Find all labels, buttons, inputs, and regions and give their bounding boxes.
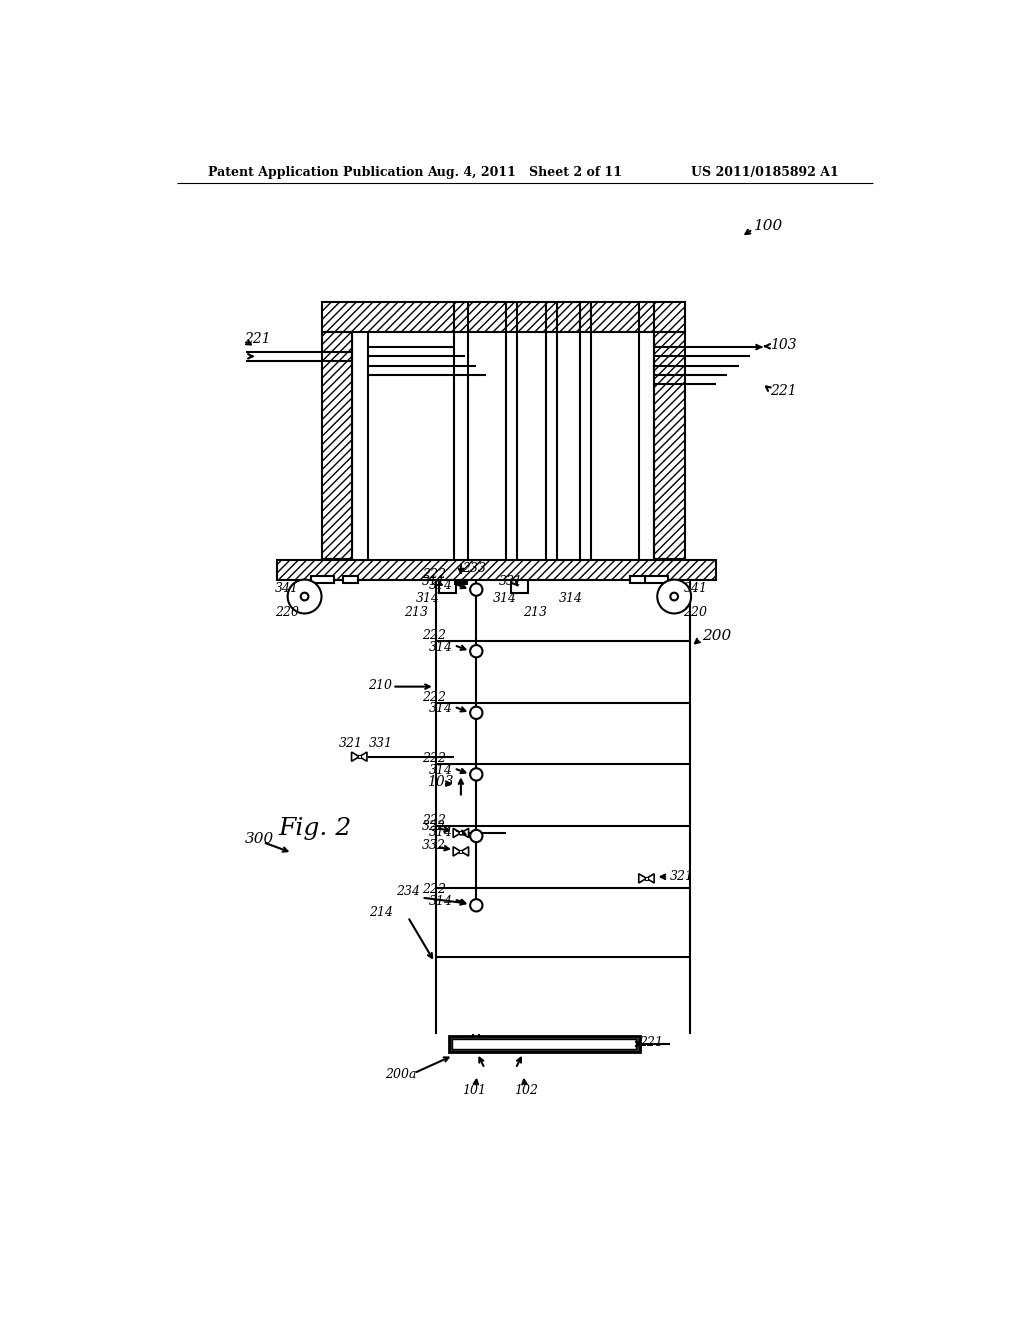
Bar	[449, 1036, 640, 1052]
Text: 222: 222	[422, 752, 445, 766]
Text: 103: 103	[770, 338, 797, 351]
Circle shape	[470, 830, 482, 842]
Text: 222: 222	[422, 690, 445, 704]
Text: 332: 332	[422, 838, 445, 851]
Text: 101: 101	[462, 1084, 485, 1097]
Polygon shape	[639, 874, 646, 883]
Text: 103: 103	[427, 775, 454, 789]
Polygon shape	[454, 847, 461, 857]
Text: 220: 220	[683, 606, 708, 619]
Text: 102: 102	[514, 1084, 538, 1097]
Text: 234: 234	[396, 884, 420, 898]
Bar	[452, 1039, 637, 1048]
Polygon shape	[351, 752, 359, 762]
Text: 221: 221	[245, 333, 271, 346]
Text: US 2011/0185892 A1: US 2011/0185892 A1	[691, 166, 839, 178]
Polygon shape	[461, 847, 469, 857]
Text: 314: 314	[416, 593, 439, 606]
Bar	[310, 576, 334, 583]
Text: 314: 314	[493, 593, 516, 606]
Bar	[322, 302, 685, 331]
Text: 221: 221	[639, 1036, 663, 1049]
Polygon shape	[359, 752, 367, 762]
Text: 331: 331	[499, 576, 522, 589]
Text: 341: 341	[275, 582, 299, 594]
Bar	[343, 576, 358, 583]
Text: 220: 220	[275, 606, 299, 619]
Text: 233: 233	[462, 561, 485, 574]
Text: 314: 314	[429, 640, 454, 653]
Text: 200: 200	[701, 628, 731, 643]
Text: 314: 314	[429, 579, 454, 593]
Circle shape	[470, 768, 482, 780]
Circle shape	[470, 583, 482, 595]
Text: Patent Application Publication: Patent Application Publication	[208, 166, 423, 178]
Circle shape	[470, 645, 482, 657]
Text: 214: 214	[370, 907, 393, 920]
Text: 314: 314	[429, 702, 454, 715]
Circle shape	[470, 706, 482, 719]
Text: 222: 222	[422, 814, 445, 828]
Bar	[455, 581, 467, 585]
Text: 314: 314	[429, 895, 454, 908]
Bar	[276, 560, 716, 579]
Text: 100: 100	[755, 219, 783, 234]
Polygon shape	[454, 829, 461, 838]
Text: Aug. 4, 2011   Sheet 2 of 11: Aug. 4, 2011 Sheet 2 of 11	[427, 166, 623, 178]
Text: 314: 314	[559, 593, 583, 606]
Circle shape	[301, 593, 308, 601]
Text: 222: 222	[422, 883, 445, 896]
Text: 311: 311	[422, 576, 445, 589]
Text: 300: 300	[245, 832, 273, 846]
Bar	[438, 581, 456, 593]
Text: 321: 321	[339, 737, 362, 750]
Text: 314: 314	[429, 825, 454, 838]
Text: 213: 213	[403, 606, 428, 619]
Text: 213: 213	[523, 606, 547, 619]
Text: 221: 221	[770, 384, 797, 397]
Bar	[460, 850, 463, 853]
Bar	[357, 755, 360, 758]
Text: 331: 331	[370, 737, 393, 750]
Text: 210: 210	[368, 678, 392, 692]
Text: 222: 222	[422, 568, 445, 581]
Circle shape	[470, 899, 482, 912]
Text: 200a: 200a	[385, 1068, 416, 1081]
Text: 322: 322	[422, 820, 445, 833]
Bar	[630, 576, 645, 583]
Circle shape	[671, 593, 678, 601]
Text: 321: 321	[670, 870, 693, 883]
Bar	[654, 331, 685, 558]
Bar	[322, 331, 352, 558]
Bar	[511, 581, 528, 593]
Bar	[645, 876, 648, 880]
Text: 222: 222	[422, 630, 445, 643]
Text: 314: 314	[429, 764, 454, 777]
Text: 341: 341	[683, 582, 708, 594]
Bar	[645, 576, 668, 583]
Bar	[460, 832, 463, 834]
Circle shape	[288, 579, 322, 614]
Polygon shape	[646, 874, 654, 883]
Circle shape	[657, 579, 691, 614]
Polygon shape	[461, 829, 469, 838]
Text: Fig. 2: Fig. 2	[279, 817, 351, 840]
